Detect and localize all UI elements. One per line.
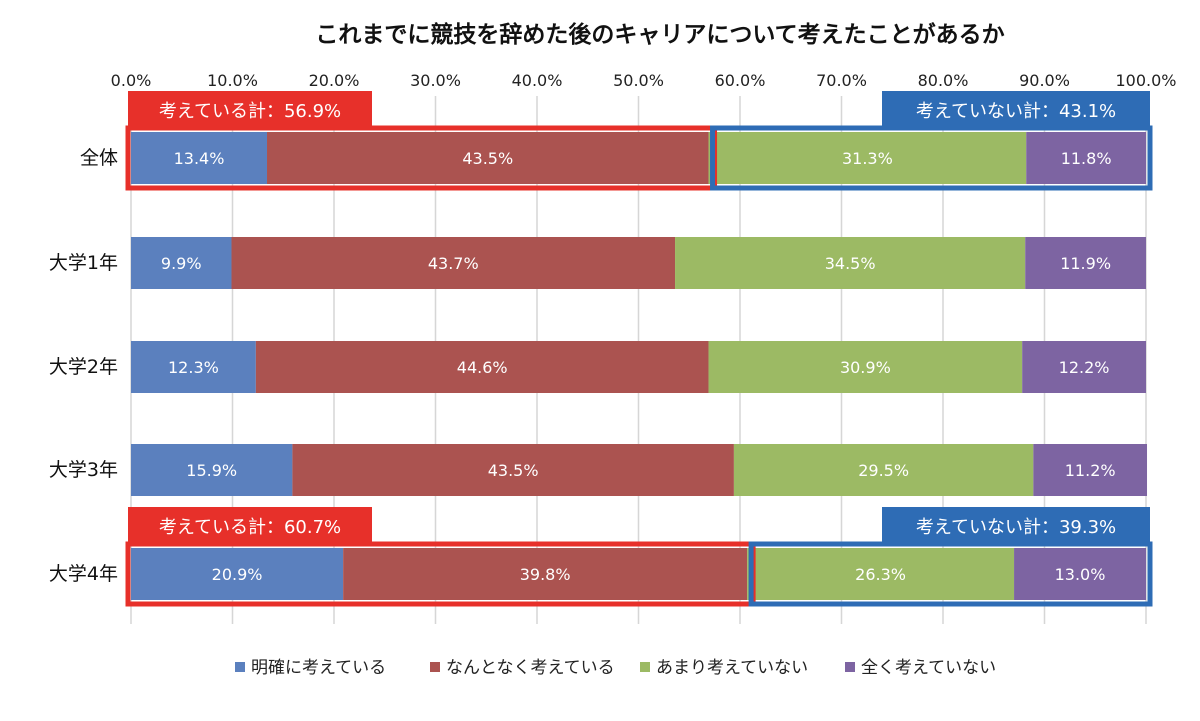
data-label: 11.9% — [1060, 254, 1111, 273]
bar-segment — [131, 444, 293, 496]
x-tick-label: 80.0% — [918, 71, 969, 90]
x-tick-label: 0.0% — [111, 71, 152, 90]
data-label: 13.0% — [1055, 565, 1106, 584]
category-label: 大学4年 — [49, 563, 118, 585]
legend-swatch — [235, 662, 245, 672]
annotation-text: 考えていない計：43.1% — [916, 101, 1116, 122]
data-label: 9.9% — [161, 254, 202, 273]
data-label: 29.5% — [858, 461, 909, 480]
bar-segment — [343, 548, 748, 600]
data-label: 11.8% — [1061, 149, 1112, 168]
annotation-label-box — [128, 91, 372, 129]
bar-segment — [131, 237, 232, 289]
bar-segment — [708, 132, 1027, 184]
x-tick-label: 70.0% — [816, 71, 867, 90]
data-label: 43.7% — [428, 254, 479, 273]
bar-segment — [231, 237, 676, 289]
data-label: 30.9% — [840, 358, 891, 377]
category-label: 大学3年 — [49, 459, 118, 481]
data-label: 20.9% — [212, 565, 263, 584]
data-label: 12.2% — [1059, 358, 1110, 377]
bar-segment — [1033, 444, 1148, 496]
annotation-text: 考えていない計：39.3% — [916, 517, 1116, 538]
data-label: 31.3% — [842, 149, 893, 168]
category-label: 大学1年 — [49, 252, 118, 274]
x-tick-label: 10.0% — [207, 71, 258, 90]
legend-swatch — [845, 662, 855, 672]
bar-segment — [131, 132, 268, 184]
data-label: 39.8% — [520, 565, 571, 584]
legend-label: 全く考えていない — [861, 658, 996, 678]
legend-label: あまり考えていない — [656, 658, 808, 678]
bar-segment — [131, 548, 344, 600]
bar-segment — [255, 341, 709, 393]
legend-label: なんとなく考えている — [446, 658, 615, 678]
bar-segment — [1022, 341, 1146, 393]
annotation-text: 考えている計：56.9% — [159, 101, 341, 122]
annotation-label-box — [882, 507, 1150, 545]
data-label: 12.3% — [168, 358, 219, 377]
bar-segment — [708, 341, 1023, 393]
x-axis-ticks: 0.0% 10.0% 20.0% 30.0% 40.0% 50.0% 60.0% 70.0% 8… — [111, 71, 1177, 90]
annotation-label-box — [128, 507, 372, 545]
x-tick-label: 60.0% — [715, 71, 766, 90]
bar-segment — [267, 132, 709, 184]
bar-segment — [292, 444, 734, 496]
bar-segment — [131, 341, 256, 393]
category-label: 大学2年 — [49, 356, 118, 378]
category-label: 全体 — [80, 147, 118, 169]
x-tick-label: 20.0% — [309, 71, 360, 90]
bar-segment — [1026, 132, 1146, 184]
legend: 明確に考えている なんとなく考えている あまり考えていない 全く考えていない — [235, 658, 996, 678]
x-tick-label: 30.0% — [410, 71, 461, 90]
annotation-text: 考えている計：60.7% — [159, 517, 341, 538]
bar-segment — [733, 444, 1034, 496]
legend-label: 明確に考えている — [251, 658, 386, 678]
data-label: 44.6% — [457, 358, 508, 377]
bars: 13.4% 43.5% 31.3% 11.8% 9.9% 43.7% 34.5% 11.9% 1… — [131, 132, 1148, 600]
data-label: 26.3% — [855, 565, 906, 584]
x-tick-label: 100.0% — [1115, 71, 1176, 90]
bar-segment — [1025, 237, 1146, 289]
legend-swatch — [640, 662, 650, 672]
x-tick-label: 40.0% — [512, 71, 563, 90]
data-label: 34.5% — [825, 254, 876, 273]
annotation-label-box — [882, 91, 1150, 129]
data-label: 43.5% — [462, 149, 513, 168]
bar-segment — [747, 548, 1015, 600]
x-tick-label: 50.0% — [613, 71, 664, 90]
annotations: 考えている計：56.9% 考えていない計：43.1% 考えている計：60.7% 考えて… — [125, 91, 1153, 607]
bar-segment — [1014, 548, 1146, 600]
data-label: 13.4% — [174, 149, 225, 168]
legend-swatch — [430, 662, 440, 672]
chart-title: これまでに競技を辞めた後のキャリアについて考えたことがあるか — [315, 21, 1004, 48]
data-label: 11.2% — [1065, 461, 1116, 480]
data-label: 15.9% — [186, 461, 237, 480]
data-label: 43.5% — [488, 461, 539, 480]
x-tick-label: 90.0% — [1019, 71, 1070, 90]
bar-segment — [675, 237, 1026, 289]
